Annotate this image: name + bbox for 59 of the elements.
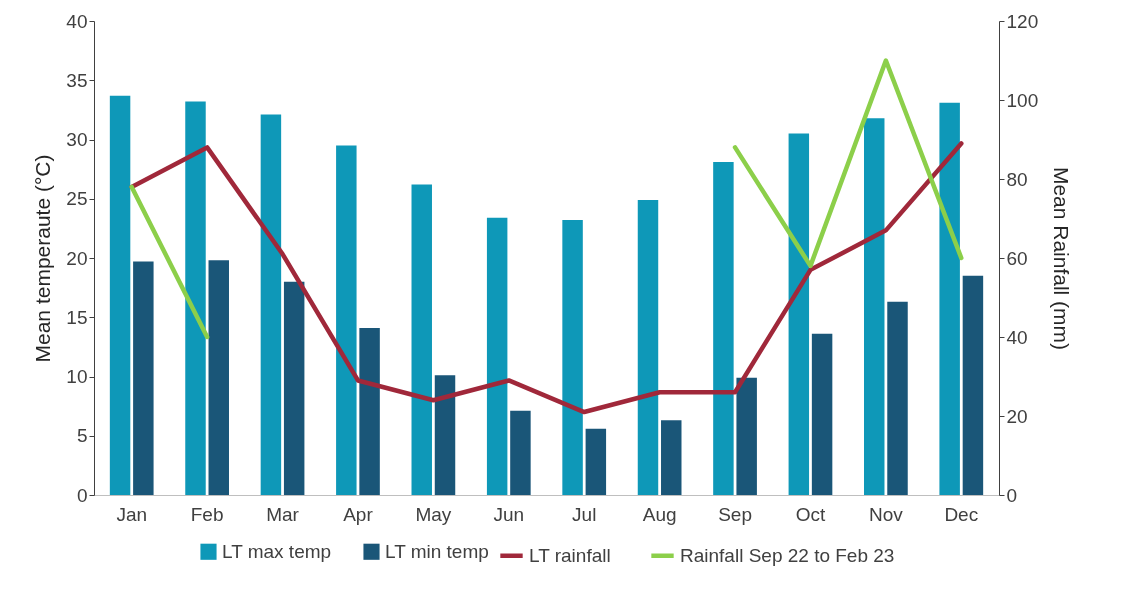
y2-tick-label: 120 xyxy=(1006,10,1039,32)
bar xyxy=(359,327,380,495)
x-tick-label: Jul xyxy=(572,503,597,525)
y-tick-label: 20 xyxy=(66,247,88,269)
bar xyxy=(887,301,908,495)
bar xyxy=(185,101,206,495)
x-tick-label: Oct xyxy=(795,503,826,525)
bar xyxy=(510,410,531,495)
bar xyxy=(411,184,432,495)
x-tick-label: Aug xyxy=(642,503,677,525)
bar xyxy=(260,114,282,495)
y2-tick-label: 40 xyxy=(1006,326,1028,348)
x-tick-label: May xyxy=(415,503,452,525)
y-tick-label: 5 xyxy=(76,425,88,447)
y2-tick-label: 0 xyxy=(1006,484,1018,506)
bar xyxy=(713,162,734,495)
bar xyxy=(788,133,810,495)
x-tick-label: Dec xyxy=(944,503,979,525)
bar xyxy=(736,377,757,495)
x-tick-label: Jun xyxy=(493,503,525,525)
x-tick-label: Sep xyxy=(718,503,752,525)
y-axis-title: Mean temperaute (°C) xyxy=(31,154,55,363)
bar xyxy=(283,281,305,495)
bar xyxy=(661,420,682,495)
y2-tick-label: 80 xyxy=(1006,168,1028,190)
bar xyxy=(864,118,885,495)
x-tick-label: Apr xyxy=(343,503,374,525)
bar xyxy=(486,217,508,495)
legend-label: LT min temp xyxy=(385,540,489,562)
y-tick-label: 30 xyxy=(66,129,88,150)
bar xyxy=(962,275,984,495)
bar xyxy=(133,261,154,495)
x-tick-label: Mar xyxy=(266,503,300,525)
y-tick-label: 40 xyxy=(66,10,88,32)
bar xyxy=(208,260,229,495)
bar xyxy=(939,102,960,495)
bar xyxy=(562,220,583,495)
bar xyxy=(434,375,456,495)
bar xyxy=(585,428,607,495)
y-tick-label: 25 xyxy=(66,188,88,210)
y2-tick-label: 60 xyxy=(1006,247,1028,269)
x-tick-label: Jan xyxy=(116,503,148,525)
y2-axis-title: Mean Rainfall (mm) xyxy=(1050,166,1074,351)
legend-label: Rainfall Sep 22 to Feb 23 xyxy=(680,544,895,566)
y2-tick-label: 100 xyxy=(1006,89,1039,111)
x-tick-label: Feb xyxy=(190,503,224,525)
bar xyxy=(109,95,131,495)
y-tick-label: 0 xyxy=(76,484,88,506)
legend-label: LT max temp xyxy=(222,540,332,562)
bar xyxy=(336,145,357,495)
x-tick-label: Nov xyxy=(868,503,904,525)
y2-tick-label: 20 xyxy=(1006,405,1028,427)
legend-label: LT rainfall xyxy=(529,544,611,566)
y-tick-label: 35 xyxy=(66,69,88,91)
line-series xyxy=(129,141,964,415)
bar xyxy=(637,199,659,495)
bar xyxy=(811,333,833,495)
y-tick-label: 15 xyxy=(66,306,88,328)
y-tick-label: 10 xyxy=(66,366,88,387)
